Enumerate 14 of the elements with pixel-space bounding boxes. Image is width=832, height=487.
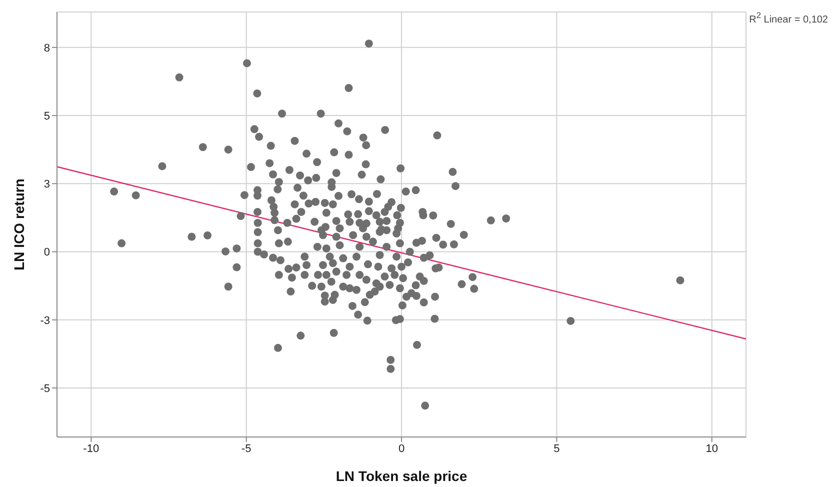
x-tick-label: 10 [706,442,718,455]
y-tick-label: 0 [44,246,50,259]
text: R$^{2}$ Linear = 0,102 [749,10,828,26]
x-tick-label: -10 [83,442,100,455]
x-tick-label: 5 [554,442,560,455]
y-tick-label: 5 [44,110,50,122]
y-tick-label: -5 [40,382,50,395]
x-axis-title: LN Token sale price [336,468,468,484]
x-tick-label: -5 [241,442,252,455]
y-tick-label: 3 [44,178,50,191]
y-tick-label: 8 [44,42,50,54]
y-tick-label: -3 [40,314,50,327]
x-tick-label: 0 [398,442,405,455]
y-axis-title: LN ICO return [11,178,27,270]
